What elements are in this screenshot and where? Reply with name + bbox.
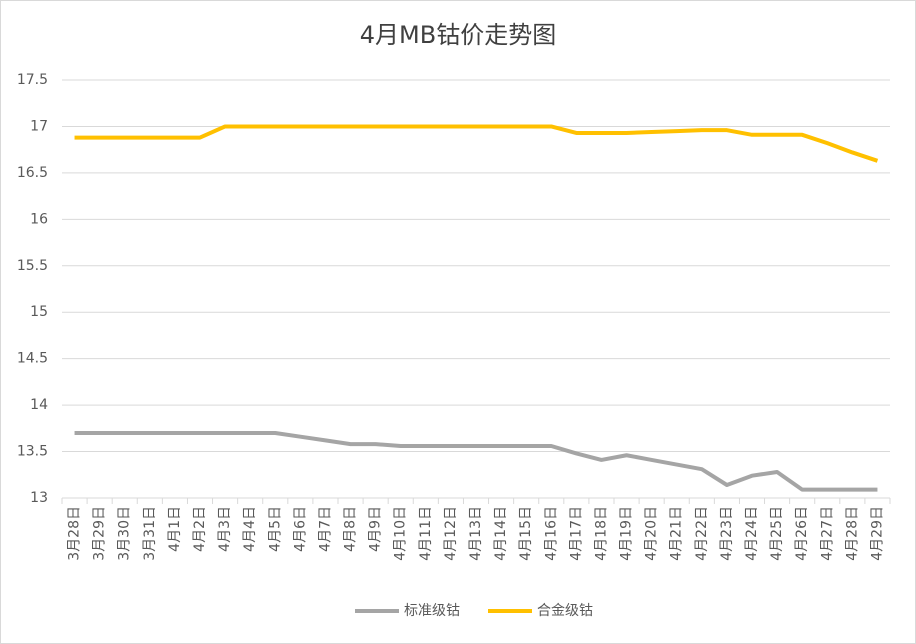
y-tick-label: 15 (30, 304, 48, 320)
x-tick-label: 4月15日 (518, 506, 534, 561)
x-tick-label: 4月6日 (292, 506, 308, 552)
x-tick-label: 4月17日 (568, 506, 584, 561)
x-tick-label: 4月18日 (593, 506, 609, 561)
x-tick-label: 3月29日 (92, 506, 108, 561)
x-tick-label: 4月11日 (418, 506, 434, 561)
x-tick-label: 4月8日 (343, 506, 359, 552)
y-tick-label: 16 (30, 211, 48, 227)
series-line (74, 124, 879, 163)
x-tick-label: 4月16日 (543, 506, 559, 561)
x-tick-label: 4月22日 (694, 506, 710, 561)
x-tick-label: 4月12日 (443, 506, 459, 561)
series-line (74, 430, 878, 492)
y-tick-label: 13 (30, 490, 48, 506)
x-tick-label: 4月13日 (468, 506, 484, 561)
y-tick-label: 13.5 (17, 444, 48, 460)
x-tick-label: 3月28日 (67, 506, 83, 561)
x-tick-label: 4月4日 (242, 506, 258, 552)
x-tick-label: 4月28日 (844, 506, 860, 561)
x-tick-label: 4月5日 (267, 506, 283, 552)
x-tick-label: 4月23日 (719, 506, 735, 561)
x-tick-label: 4月3日 (217, 506, 233, 552)
x-tick-label: 4月24日 (744, 506, 760, 561)
x-tick-label: 4月1日 (167, 506, 183, 552)
x-tick-label: 4月10日 (393, 506, 409, 561)
x-tick-label: 3月31日 (142, 506, 158, 561)
legend-label: 合金级钴 (537, 603, 593, 619)
x-tick-label: 4月21日 (669, 506, 685, 561)
x-tick-label: 4月7日 (317, 506, 333, 552)
y-tick-label: 14 (30, 397, 48, 413)
y-tick-label: 17.5 (17, 72, 48, 88)
y-tick-label: 15.5 (17, 258, 48, 274)
y-tick-label: 16.5 (17, 165, 48, 181)
y-tick-label: 17 (30, 118, 48, 134)
legend-label: 标准级钴 (404, 603, 460, 619)
x-tick-label: 4月9日 (368, 506, 384, 552)
x-tick-label: 3月30日 (117, 506, 133, 561)
chart-title: 4月MB钴价走势图 (360, 21, 556, 49)
x-tick-label: 4月27日 (819, 506, 835, 561)
x-tick-label: 4月29日 (869, 506, 885, 561)
x-tick-label: 4月14日 (493, 506, 509, 561)
x-tick-label: 4月2日 (192, 506, 208, 552)
x-tick-label: 4月25日 (769, 506, 785, 561)
x-tick-label: 4月26日 (794, 506, 810, 561)
x-tick-label: 4月19日 (619, 506, 635, 561)
y-tick-label: 14.5 (17, 351, 48, 367)
x-tick-label: 4月20日 (644, 506, 660, 561)
